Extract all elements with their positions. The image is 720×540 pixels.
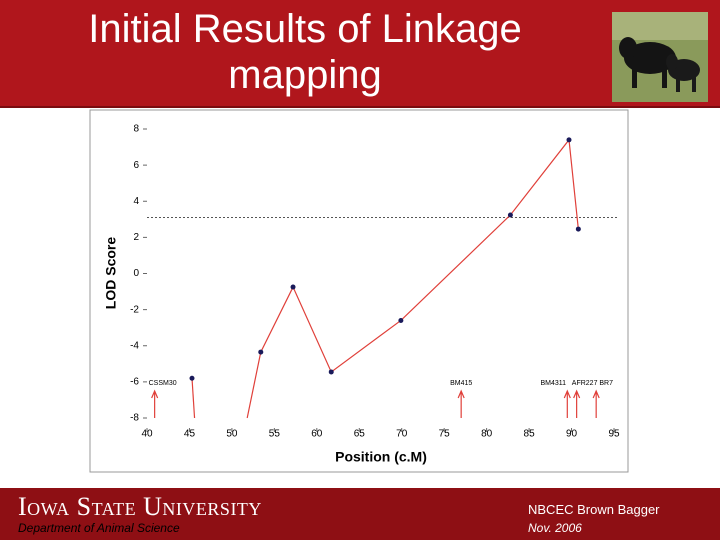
data-point [398,317,404,323]
university-name: Iowa State University [18,492,262,521]
y-tick-label: -8 [130,413,139,424]
data-point [566,137,572,143]
data-point [575,226,581,232]
y-tick-label: -2 [130,304,139,315]
x-tick-label: 45 [184,429,196,440]
data-point [328,369,334,375]
x-tick-label: 55 [269,429,281,440]
x-tick-label: 60 [311,429,323,440]
date: Nov. 2006 [528,521,582,535]
x-tick-label: 65 [354,429,366,440]
marker-arrow [563,389,571,418]
x-tick-label: 70 [396,429,408,440]
marker-label: BM415 [450,380,472,387]
x-tick-label: 95 [608,429,620,440]
x-tick-label: 50 [226,429,238,440]
marker-label: CSSM30 [149,380,177,387]
y-axis-title: LOD Score [103,237,119,310]
y-tick-label: -4 [130,340,139,351]
y-tick-label: 0 [133,268,139,279]
marker-label: BM4311 [541,380,567,387]
y-tick-label: 4 [133,196,139,207]
y-tick-label: 8 [133,124,139,135]
data-line [191,378,196,419]
marker-arrow [573,389,581,418]
data-point [290,284,296,290]
data-point [507,212,513,218]
x-tick-label: 85 [524,429,536,440]
x-tick-label: 80 [481,429,493,440]
marker-arrow [151,389,159,418]
chart-frame [89,109,629,473]
y-tick-label: 2 [133,232,139,243]
data-point [189,375,195,381]
slide-title: Initial Results of Linkage mapping [88,7,522,97]
x-axis-title: Position (c.M) [335,449,427,465]
y-tick-label: 6 [133,160,139,171]
cattle-photo [612,12,708,102]
marker-label: AFR227 [572,380,598,387]
y-tick-label: -6 [130,377,139,388]
marker-label: BR7 [599,380,613,387]
x-tick-label: 75 [439,429,451,440]
data-point [258,349,264,355]
x-tick-label: 40 [141,429,153,440]
department: Department of Animal Science [18,521,180,535]
marker-arrow [457,389,465,418]
marker-arrow [592,389,600,418]
event-name: NBCEC Brown Bagger [528,502,660,517]
data-line [246,138,579,419]
header: Initial Results of Linkage mapping [0,0,720,108]
x-tick-label: 90 [566,429,578,440]
footer: Iowa State University Department of Anim… [0,488,720,540]
